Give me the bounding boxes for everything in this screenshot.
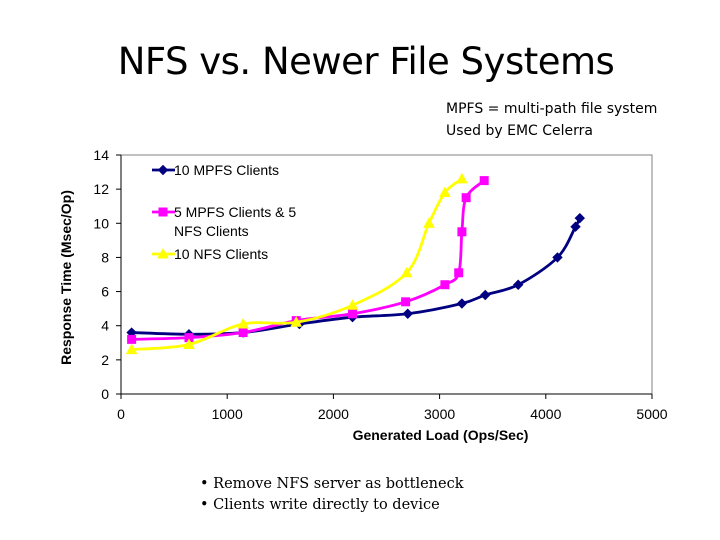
y-axis-title: Response Time (Msec/Op) xyxy=(58,190,74,365)
x-tick-label: 0 xyxy=(117,406,125,422)
y-tick-label: 6 xyxy=(101,284,109,300)
y-tick-label: 12 xyxy=(93,181,109,197)
legend-label: 10 NFS Clients xyxy=(174,246,268,262)
bullet-list: • Remove NFS server as bottleneck • Clie… xyxy=(200,474,464,516)
slide-title: NFS vs. Newer File Systems xyxy=(117,40,615,83)
note-line-1: MPFS = multi-path file system xyxy=(446,101,658,117)
note-line-2: Used by EMC Celerra xyxy=(446,123,593,139)
annotation-note: MPFS = multi-path file system Used by EM… xyxy=(446,98,657,142)
data-point-series-3 xyxy=(346,299,359,310)
y-tick-label: 14 xyxy=(93,147,109,163)
data-point-series-2 xyxy=(127,334,137,344)
data-point-series-3 xyxy=(400,266,413,278)
data-point-series-2 xyxy=(348,309,358,319)
x-axis-title: Generated Load (Ops/Sec) xyxy=(353,427,529,443)
y-tick-label: 8 xyxy=(101,249,109,265)
data-point-series-2 xyxy=(454,268,464,278)
data-point-series-1 xyxy=(402,308,413,319)
bullet-item-2: • Clients write directly to device xyxy=(200,497,440,513)
data-point-series-1 xyxy=(570,221,581,232)
data-point-series-2 xyxy=(401,297,411,307)
legend-label: NFS Clients xyxy=(174,223,249,239)
legend-marker xyxy=(157,247,169,259)
data-point-series-3 xyxy=(125,343,138,355)
x-tick-label: 2000 xyxy=(318,406,349,422)
data-point-series-2 xyxy=(457,227,467,237)
data-point-series-1 xyxy=(552,252,563,263)
y-tick-label: 2 xyxy=(101,352,109,368)
legend-label: 10 MPFS Clients xyxy=(174,162,279,178)
x-tick-label: 4000 xyxy=(530,406,561,422)
y-tick-label: 10 xyxy=(93,215,109,231)
data-point-series-1 xyxy=(480,289,491,301)
legend-marker xyxy=(158,207,168,217)
data-point-series-3 xyxy=(456,172,468,184)
legend-label: 5 MPFS Clients & 5 xyxy=(174,204,296,220)
x-tick-label: 1000 xyxy=(212,406,243,422)
data-point-series-3 xyxy=(423,217,435,228)
bullet-item-1: • Remove NFS server as bottleneck xyxy=(200,476,464,492)
data-point-series-3 xyxy=(183,338,195,349)
x-tick-label: 5000 xyxy=(636,406,667,422)
y-tick-label: 4 xyxy=(101,318,109,334)
data-point-series-1 xyxy=(456,298,468,309)
data-point-series-2 xyxy=(479,176,489,186)
data-point-series-2 xyxy=(461,193,471,203)
data-point-series-3 xyxy=(290,316,303,327)
data-point-series-1 xyxy=(512,279,524,290)
data-point-series-1 xyxy=(574,212,585,224)
data-point-series-3 xyxy=(237,317,249,329)
legend-box xyxy=(133,157,328,281)
data-point-series-2 xyxy=(440,280,450,290)
y-tick-label: 0 xyxy=(101,386,109,402)
data-point-series-3 xyxy=(439,186,451,198)
data-point-series-2 xyxy=(238,328,248,338)
legend-marker xyxy=(157,164,169,176)
x-tick-label: 3000 xyxy=(424,406,455,422)
